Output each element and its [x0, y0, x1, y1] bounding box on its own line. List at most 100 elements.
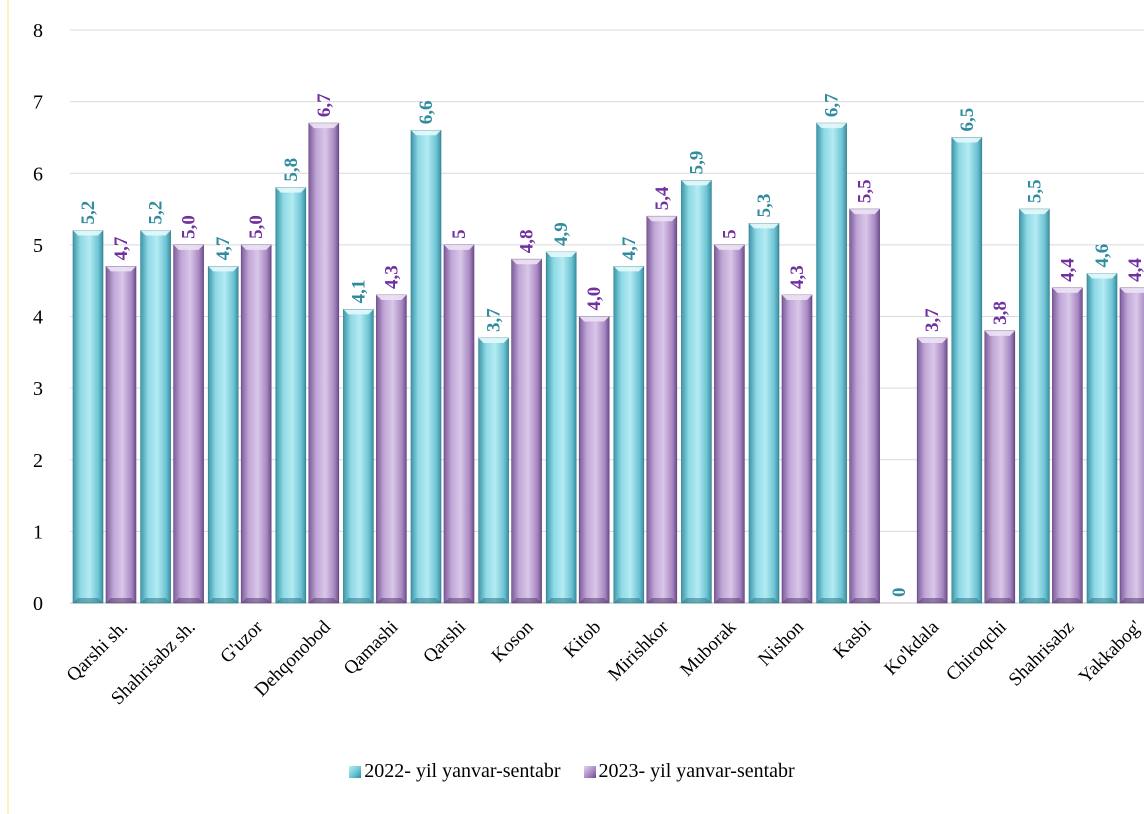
bar-2022	[613, 266, 645, 604]
bar-bevel-bottom	[275, 598, 306, 603]
bar-bevel-top	[681, 180, 712, 186]
bar-bevel-top	[849, 209, 880, 215]
data-label-2022: 5,8	[281, 158, 302, 182]
legend-item-2023: 2023- yil yanvar-sentabr	[583, 760, 795, 783]
bar-bevel-bottom	[308, 598, 339, 603]
bar-bevel-top	[275, 187, 306, 193]
bar-bevel-top	[343, 309, 374, 315]
data-label-2023: 5,0	[246, 215, 267, 239]
bar-bevel-bottom	[208, 598, 239, 603]
bar-bevel-top	[106, 266, 136, 272]
bar-bevel-top	[579, 316, 610, 322]
bar-bevel-bottom	[1052, 598, 1083, 603]
bar-2023	[511, 258, 542, 604]
data-label-2023: 4,4	[1125, 258, 1144, 282]
bar-bevel-bottom	[1120, 598, 1144, 603]
data-label-2023: 4,4	[1057, 258, 1078, 282]
x-category-label: Shahrisabz	[1005, 617, 1079, 691]
data-label-2022: 4,9	[551, 222, 572, 246]
legend-label-2022: 2022- yil yanvar-sentabr	[364, 760, 561, 782]
bar-bevel-bottom	[173, 598, 204, 603]
x-category-label: Qarshi sh.	[63, 617, 132, 686]
data-label-2023: 4,8	[517, 229, 538, 253]
legend: 2022- yil yanvar-sentabr 2023- yil yanva…	[0, 760, 1144, 784]
bar-bevel-top	[816, 123, 847, 129]
bar-2022	[951, 137, 983, 604]
bar-bevel-top	[308, 123, 339, 129]
bar-bevel-top	[749, 223, 779, 229]
bar-bevel-bottom	[951, 598, 982, 603]
bar-2023	[1119, 287, 1144, 604]
bar-bevel-top	[1120, 287, 1144, 293]
bar-2023	[646, 215, 678, 604]
data-label-2022: 3,7	[484, 308, 505, 332]
x-category-label: Qarshi	[419, 617, 470, 668]
x-category-label: Ko'kdala	[880, 616, 943, 679]
x-category-label: Muborak	[676, 616, 740, 680]
bar-bevel-top	[1052, 287, 1083, 293]
y-axis-ticks: 0 1 2 3 4 5 6 7 8	[33, 20, 43, 615]
bar-2022	[72, 230, 104, 604]
bar-bevel-bottom	[73, 598, 103, 603]
bar-bevel-bottom	[646, 598, 677, 603]
bar-bevel-bottom	[511, 598, 542, 603]
y-tick-label: 4	[33, 307, 43, 329]
data-label-2022: 6,5	[957, 108, 978, 132]
bar-bevel-top	[1087, 273, 1117, 279]
bar-bevel-top	[511, 259, 542, 265]
x-axis-categories: Qarshi sh.Shahrisabz sh. G'uzorDehqonobod…	[63, 616, 1144, 709]
legend-item-2022: 2022- yil yanvar-sentabr	[349, 760, 561, 783]
bar-bevel-bottom	[376, 598, 407, 603]
bar-2022	[478, 337, 509, 604]
bar-bevel-bottom	[411, 598, 441, 603]
bar-2022	[343, 309, 374, 604]
data-label-2023: 5,5	[855, 179, 876, 203]
bar-bevel-top	[782, 295, 812, 301]
bar-2023	[916, 337, 948, 604]
data-label-2023: 5,4	[652, 186, 673, 210]
bar-bevel-bottom	[681, 598, 712, 603]
data-label-2023: 6,7	[314, 93, 335, 117]
bar-2023	[714, 244, 745, 604]
bar-2023	[105, 266, 137, 604]
bar-2023	[984, 330, 1016, 604]
x-category-label: G'uzor	[216, 616, 267, 667]
bar-bevel-top	[646, 216, 677, 222]
bar-bevel-top	[478, 337, 509, 343]
y-tick-label: 7	[33, 92, 43, 114]
bar-bevel-bottom	[749, 598, 779, 603]
bar-bevel-bottom	[849, 598, 880, 603]
bar-2023	[781, 294, 813, 604]
data-label-2023: 4,3	[787, 265, 808, 289]
bar-bevel-top	[444, 244, 474, 250]
bar-2022	[748, 223, 780, 604]
bar-bevel-top	[140, 230, 171, 236]
bar-2023	[849, 208, 880, 604]
y-tick-label: 2	[33, 450, 43, 472]
bar-bevel-bottom	[106, 598, 136, 603]
bar-bevel-bottom	[1019, 598, 1050, 603]
bar-bevel-top	[546, 252, 577, 258]
bar-bevel-bottom	[984, 598, 1015, 603]
bar-bevel-top	[951, 137, 982, 143]
bar-bevel-bottom	[816, 598, 847, 603]
legend-swatch-2022	[349, 765, 362, 778]
data-label-2022: 4,6	[1092, 244, 1113, 268]
x-category-label: Kitob	[560, 617, 605, 662]
data-label-2023: 4,0	[584, 287, 605, 311]
x-category-label: Mirishkor	[604, 616, 673, 685]
y-tick-label: 5	[33, 235, 43, 257]
bar-bevel-top	[208, 266, 239, 272]
x-category-label: Nishon	[754, 616, 808, 670]
bar-bevel-bottom	[579, 598, 610, 603]
bar-bevel-bottom	[917, 598, 948, 603]
bar-bevel-bottom	[613, 598, 644, 603]
y-tick-label: 1	[33, 521, 43, 543]
bar-bevel-top	[241, 244, 272, 250]
data-label-2022: 6,7	[822, 93, 843, 117]
data-label-2022: 5,2	[78, 201, 99, 225]
data-label-2022: 4,7	[213, 236, 234, 260]
bars	[72, 122, 1144, 604]
data-label-2023: 5	[449, 229, 470, 239]
